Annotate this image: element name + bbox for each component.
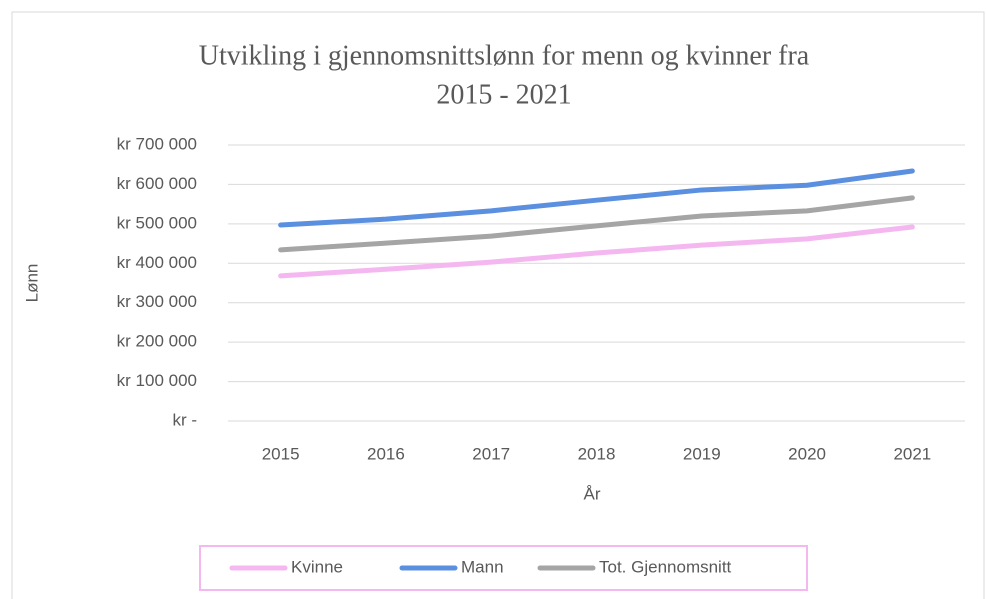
x-tick-label: 2019: [683, 444, 721, 463]
y-tick-label: kr 200 000: [117, 332, 197, 351]
x-tick-label: 2021: [893, 444, 931, 463]
line-series: [278, 195, 915, 253]
chart-title: 2015 - 2021: [436, 79, 571, 110]
x-axis-label: År: [584, 484, 601, 503]
legend-label: Tot. Gjennomsnitt: [599, 557, 732, 576]
line-series: [278, 224, 915, 279]
chart-border: [11, 11, 985, 599]
y-tick-label: kr -: [172, 410, 197, 429]
legend-box: [199, 545, 808, 591]
x-tick-label: 2018: [578, 444, 616, 463]
x-tick-label: 2017: [472, 444, 510, 463]
legend-label: Kvinne: [291, 557, 343, 576]
y-tick-label: kr 500 000: [117, 213, 197, 232]
line-series: [278, 168, 915, 228]
x-tick-label: 2016: [367, 444, 405, 463]
y-tick-label: kr 400 000: [117, 253, 197, 272]
y-tick-label: kr 100 000: [117, 371, 197, 390]
x-tick-label: 2020: [788, 444, 826, 463]
y-axis-label: Lønn: [22, 264, 41, 303]
x-tick-label: 2015: [262, 444, 300, 463]
legend-label: Mann: [461, 557, 504, 576]
y-tick-label: kr 300 000: [117, 292, 197, 311]
y-tick-label: kr 700 000: [117, 134, 197, 153]
chart-title: Utvikling i gjennomsnittslønn for menn o…: [199, 40, 810, 71]
y-tick-label: kr 600 000: [117, 174, 197, 193]
